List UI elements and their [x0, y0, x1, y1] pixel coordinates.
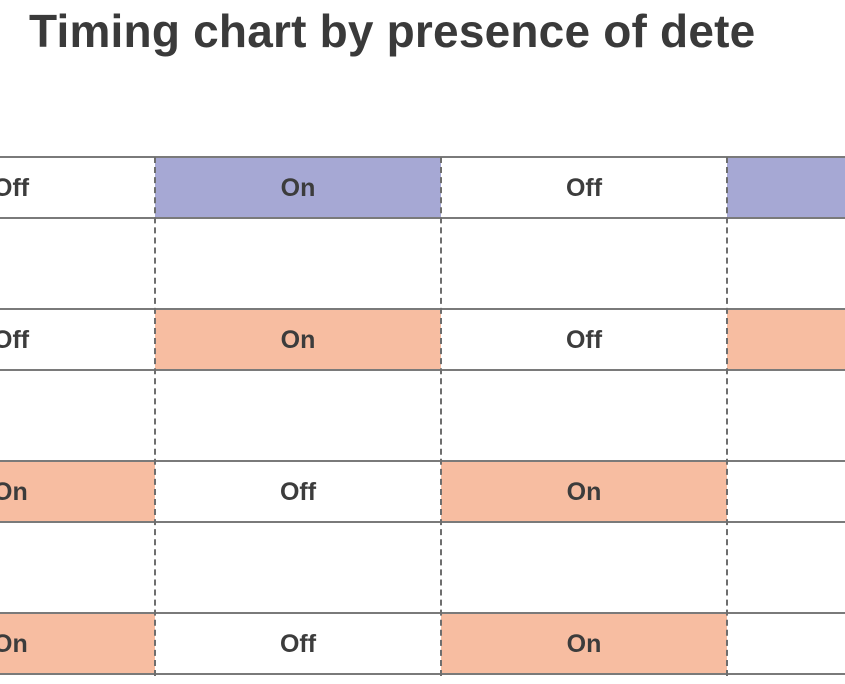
timing-cell: On — [441, 461, 727, 523]
time-divider — [154, 157, 156, 676]
timing-cell: On — [0, 461, 155, 523]
timing-row: Off On Off — [0, 157, 845, 219]
timing-cell: Off — [441, 309, 727, 371]
row-bottom-border — [0, 217, 845, 219]
timing-cell: Off — [0, 157, 155, 219]
cell-label: Off — [565, 173, 603, 202]
row-top-border — [0, 156, 845, 158]
timing-cell: Off — [155, 461, 441, 523]
timing-row: Off On Off — [0, 309, 845, 371]
timing-cell: On — [155, 157, 441, 219]
cell-label: Off — [0, 173, 30, 202]
row-bottom-border — [0, 369, 845, 371]
cell-label: On — [0, 629, 28, 658]
timing-cell: Off — [0, 309, 155, 371]
cell-label: On — [280, 325, 316, 354]
timing-cell: On — [0, 613, 155, 675]
timing-cell — [727, 461, 845, 523]
cell-label: On — [280, 173, 316, 202]
cell-label: On — [566, 629, 602, 658]
timing-row: On Off On — [0, 613, 845, 675]
cell-label: Off — [279, 629, 317, 658]
row-top-border — [0, 460, 845, 462]
row-bottom-border — [0, 673, 845, 675]
row-top-border — [0, 308, 845, 310]
cell-label: Off — [565, 325, 603, 354]
time-divider — [440, 157, 442, 676]
timing-cell — [727, 613, 845, 675]
page-title: Timing chart by presence of dete — [29, 5, 756, 57]
row-bottom-border — [0, 521, 845, 523]
timing-cell: Off — [155, 613, 441, 675]
timing-cell — [727, 309, 845, 371]
row-top-border — [0, 612, 845, 614]
cell-label: Off — [279, 477, 317, 506]
timing-cell: On — [441, 613, 727, 675]
timing-cell: On — [155, 309, 441, 371]
cell-label: Off — [0, 325, 30, 354]
cell-label: On — [0, 477, 28, 506]
timing-cell: Off — [441, 157, 727, 219]
time-divider — [726, 157, 728, 676]
timing-row: On Off On — [0, 461, 845, 523]
timing-cell — [727, 157, 845, 219]
cell-label: On — [566, 477, 602, 506]
